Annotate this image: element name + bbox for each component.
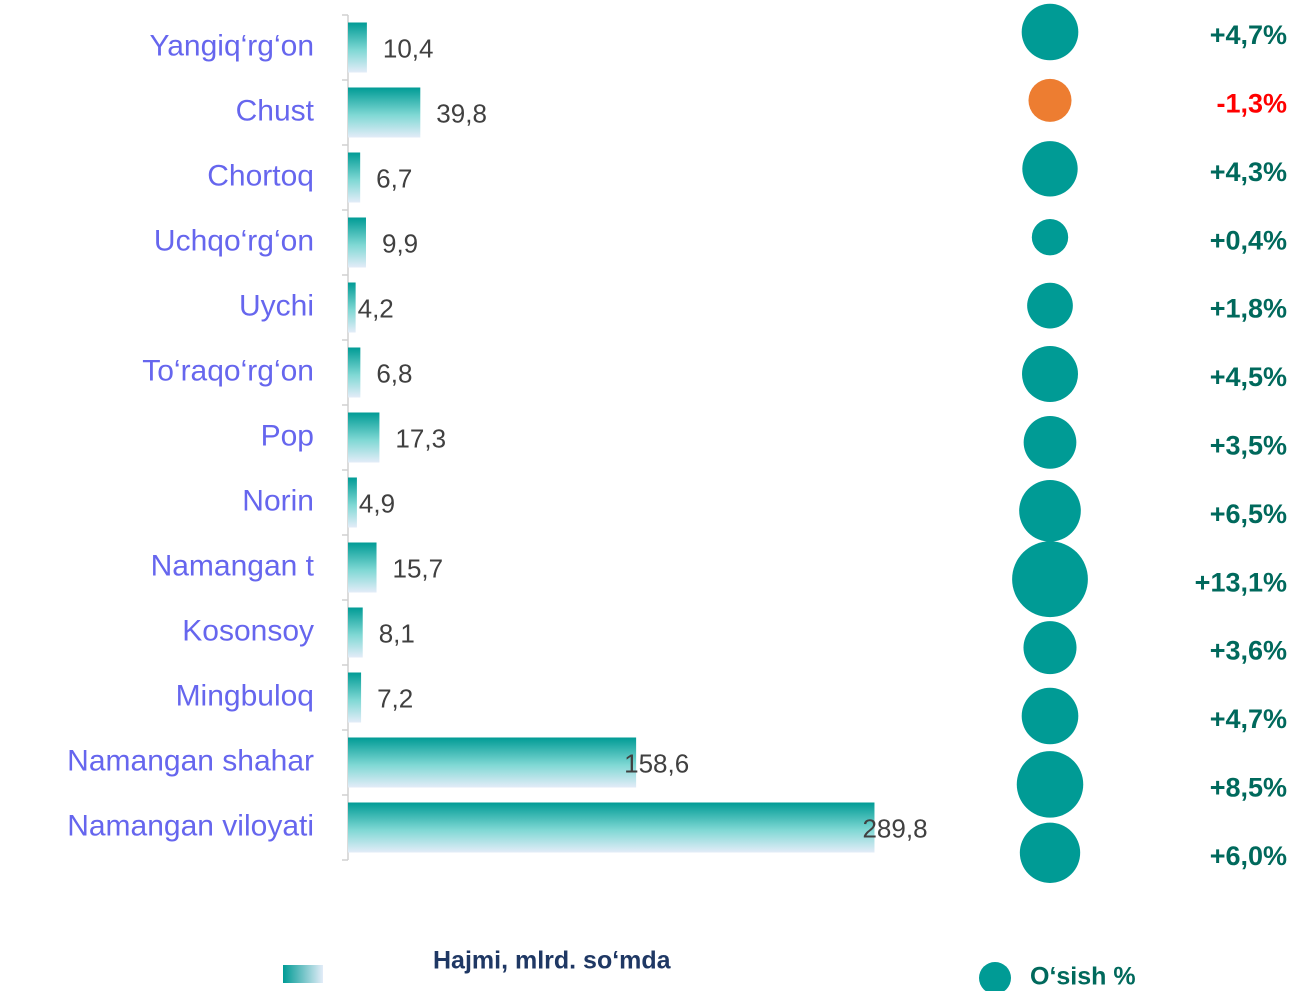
category-label: Namangan shahar bbox=[67, 744, 314, 777]
bubble bbox=[1021, 345, 1079, 403]
bubble bbox=[1021, 687, 1079, 745]
bubble bbox=[1023, 416, 1077, 469]
growth-label: +6,5% bbox=[1210, 499, 1287, 529]
value-label: 158,6 bbox=[624, 748, 689, 778]
bar bbox=[348, 672, 362, 723]
bubble bbox=[1028, 78, 1072, 122]
bar bbox=[348, 737, 637, 788]
value-label: 289,8 bbox=[862, 813, 927, 843]
growth-label: +3,6% bbox=[1210, 636, 1287, 666]
growth-label: +4,5% bbox=[1210, 362, 1287, 392]
category-label: Pop bbox=[261, 419, 314, 452]
bubble bbox=[1021, 3, 1079, 61]
growth-label: +6,0% bbox=[1210, 841, 1287, 871]
bubble bbox=[1019, 479, 1081, 542]
bar bbox=[348, 412, 380, 463]
category-label: Chust bbox=[236, 94, 315, 127]
category-label: To‘raqo‘rg‘on bbox=[142, 354, 314, 387]
legend-swatch bbox=[283, 965, 323, 983]
bubble bbox=[1031, 219, 1069, 256]
growth-label: +1,8% bbox=[1210, 294, 1287, 324]
growth-label: +13,1% bbox=[1195, 567, 1287, 597]
value-label: 9,9 bbox=[382, 228, 418, 258]
growth-label: +4,3% bbox=[1210, 157, 1287, 187]
value-label: 15,7 bbox=[393, 553, 444, 583]
bar bbox=[348, 477, 357, 528]
category-label: Uychi bbox=[239, 289, 314, 322]
value-label: 39,8 bbox=[436, 98, 487, 128]
bar bbox=[348, 22, 367, 73]
category-label: Chortoq bbox=[207, 159, 314, 192]
legend-label: O‘sish % bbox=[1030, 963, 1136, 991]
legend-label: Hajmi, mlrd. so‘mda bbox=[433, 947, 672, 975]
bar bbox=[348, 347, 361, 398]
bubble bbox=[1012, 541, 1088, 618]
category-label: Norin bbox=[242, 484, 314, 517]
value-label: 17,3 bbox=[395, 423, 446, 453]
bar bbox=[348, 152, 361, 203]
value-label: 10,4 bbox=[383, 33, 434, 63]
growth-label: +3,5% bbox=[1210, 431, 1287, 461]
category-label: Namangan viloyati bbox=[67, 809, 314, 842]
value-label: 6,7 bbox=[376, 163, 412, 193]
bubble bbox=[1027, 282, 1073, 329]
bubble bbox=[1023, 621, 1077, 675]
value-label: 8,1 bbox=[379, 618, 415, 648]
bubble bbox=[1016, 751, 1084, 818]
bar bbox=[348, 217, 366, 268]
bar bbox=[348, 542, 377, 593]
bar bbox=[348, 87, 421, 138]
value-label: 4,9 bbox=[359, 488, 395, 518]
category-label: Kosonsoy bbox=[182, 614, 314, 647]
bar bbox=[348, 282, 356, 333]
growth-label: +4,7% bbox=[1210, 20, 1287, 50]
bubble bbox=[1022, 141, 1078, 197]
legend-bubble bbox=[979, 962, 1011, 991]
bar bbox=[348, 607, 363, 658]
category-label: Namangan t bbox=[151, 549, 315, 582]
growth-label: +0,4% bbox=[1210, 225, 1287, 255]
value-label: 6,8 bbox=[376, 358, 412, 388]
growth-label: +4,7% bbox=[1210, 704, 1287, 734]
category-label: Mingbuloq bbox=[176, 679, 314, 712]
category-label: Yangiq‘rg‘on bbox=[149, 29, 314, 62]
growth-label: +8,5% bbox=[1210, 773, 1287, 803]
value-label: 4,2 bbox=[358, 293, 394, 323]
value-label: 7,2 bbox=[377, 683, 413, 713]
growth-label: -1,3% bbox=[1216, 89, 1287, 119]
bar bbox=[348, 802, 875, 853]
category-label: Uchqo‘rg‘on bbox=[154, 224, 314, 257]
bubble bbox=[1019, 822, 1081, 883]
